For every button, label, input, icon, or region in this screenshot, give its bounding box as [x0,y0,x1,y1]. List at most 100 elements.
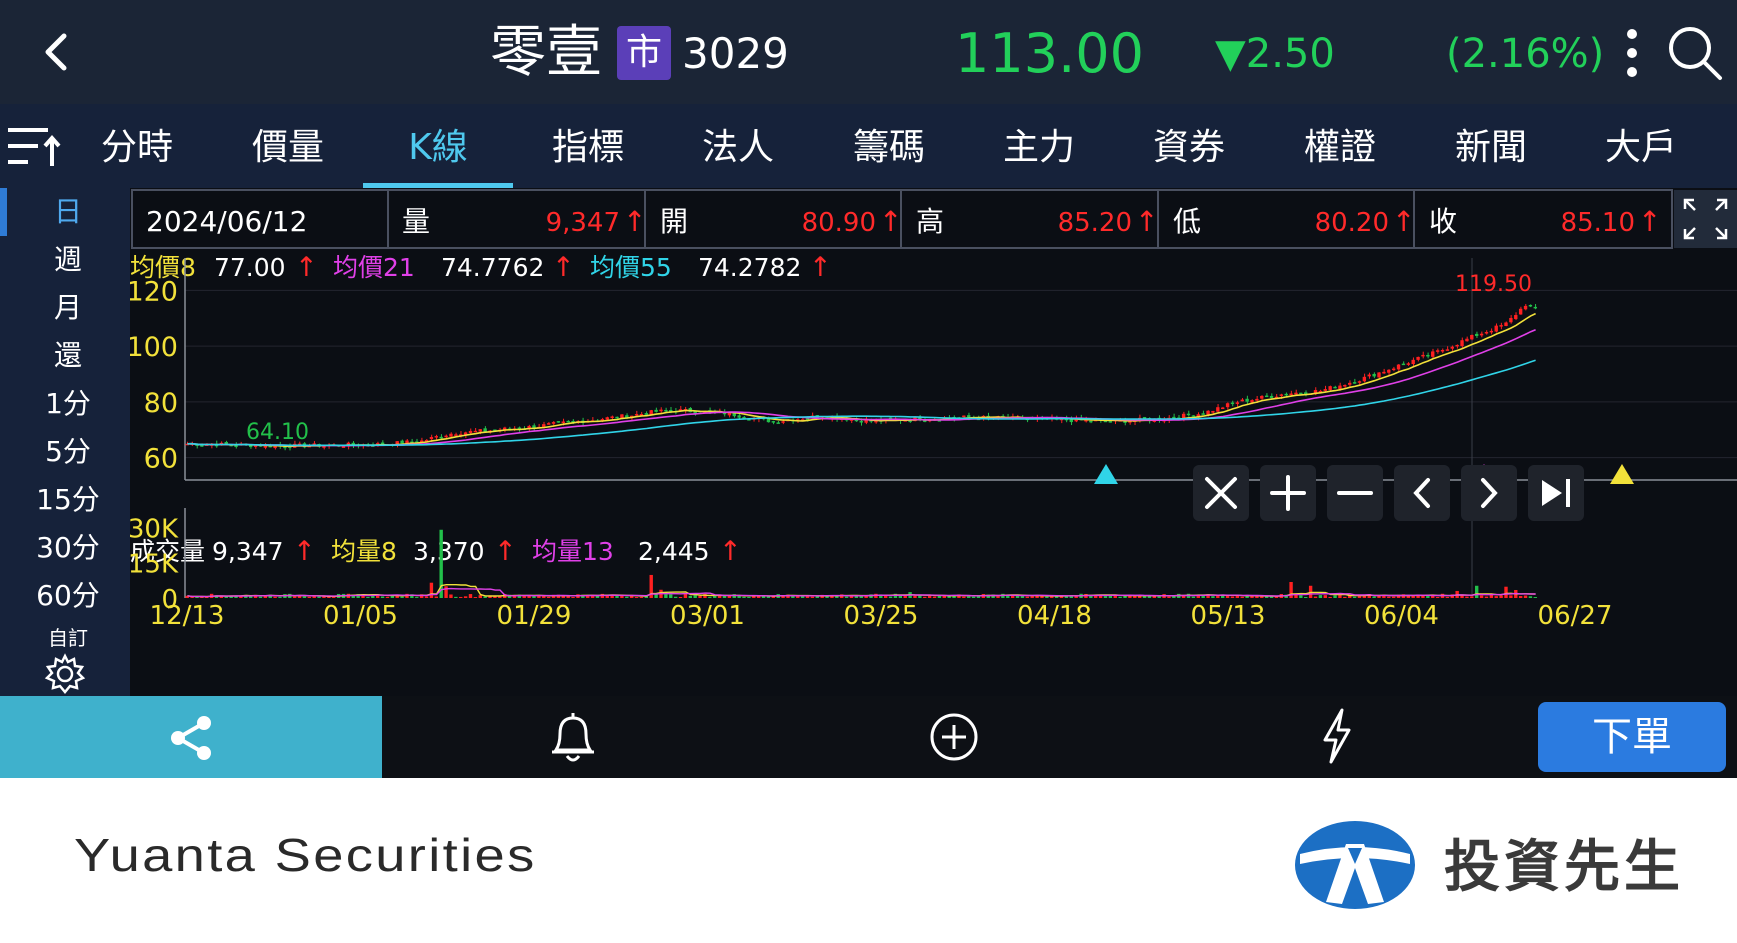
volume-bar [1133,595,1137,598]
volume-bar [1504,586,1508,598]
kline-chart-area[interactable]: 2024/06/12 量 9,347 ↑ 開 80.90 ↑ 高 85.20 ↑… [130,188,1737,696]
volume-bar [1152,596,1157,598]
tab-2[interactable]: K線 [363,104,513,188]
more-options-icon[interactable] [1622,26,1642,80]
volume-bar [1128,595,1132,598]
candle-body [776,422,780,424]
candle-body [1103,420,1108,423]
volume-bar [1045,596,1049,598]
tab-3[interactable]: 指標 [551,127,624,168]
chart-control-close-button[interactable] [1193,465,1249,521]
candle-body [1255,398,1259,401]
volume-bar [1348,594,1352,598]
chart-control-next-button[interactable] [1461,465,1517,521]
candle-body [1479,333,1484,336]
period-7[interactable]: 30分 [36,531,100,564]
volume-bar [1137,595,1142,598]
volume-bar [410,594,414,598]
volume-bar [537,595,541,598]
candle-body [967,415,971,418]
volume-bar [385,596,390,598]
chart-control-end-button[interactable] [1528,465,1584,521]
volume-bar [1216,595,1220,598]
period-custom[interactable]: 自訂 [48,626,88,650]
volume-bar [693,593,697,598]
candle-body [253,445,258,447]
candle-body [800,419,805,421]
tab-10[interactable]: 大戶 [1604,127,1677,168]
fullscreen-button[interactable] [1674,190,1737,248]
volume-bar [952,595,956,598]
tab-4[interactable]: 法人 [701,127,774,168]
vol-legend-value-2: 2,445 [638,537,710,566]
tab-0[interactable]: 分時 [100,127,173,168]
place-order-button[interactable]: 下單 [1538,702,1726,772]
volume-bar [1025,596,1030,598]
volume-bar [664,594,668,598]
candle-body [1201,413,1205,415]
candle-body [1396,364,1401,370]
volume-bar [590,594,595,598]
volume-bar [1435,596,1440,598]
bell-alert-icon[interactable] [548,710,598,764]
volume-bar [1416,594,1420,598]
ma-legend-label-1: 均價21 [333,253,415,282]
add-watchlist-icon[interactable] [929,712,979,762]
period-4[interactable]: 1分 [45,387,91,420]
lightning-icon[interactable] [1320,708,1354,764]
search-icon[interactable] [1666,24,1724,82]
candle-body [1318,390,1323,393]
ohlc-high-value: 85.20 [1058,208,1132,238]
tab-5[interactable]: 籌碼 [852,127,925,168]
period-2[interactable]: 月 [53,291,82,324]
candle-body [1206,410,1210,415]
tab-9[interactable]: 新聞 [1454,127,1527,168]
volume-bar [883,595,888,598]
chart-control-zoom-out-button[interactable] [1327,465,1383,521]
volume-bar [639,596,644,598]
candle-body [1382,371,1386,374]
candle-body [1230,402,1235,405]
volume-bar [903,595,907,598]
chart-control-zoom-in-button[interactable] [1260,465,1316,521]
period-8[interactable]: 60分 [36,579,100,612]
volume-bar [1475,585,1479,598]
volume-bar [644,595,649,598]
candle-body [400,440,404,444]
volume-bar [449,594,453,598]
volume-bar [527,595,531,598]
candle-body [742,417,746,419]
period-5[interactable]: 5分 [45,435,91,468]
volume-bar [927,595,932,598]
period-sidebar: 自訂 日週月還 1分 5分 15分 30分 60分 [0,188,130,696]
candle-body [1225,403,1230,408]
tab-7[interactable]: 資券 [1152,127,1225,168]
candle-body [1377,372,1381,378]
candle-body [415,441,419,443]
volume-bar [1191,596,1196,598]
candle-body [1274,396,1279,399]
candle-body [542,424,546,428]
chart-control-prev-button[interactable] [1394,465,1450,521]
volume-bar [1098,594,1103,598]
kline-chart[interactable]: 2024/06/12 量 9,347 ↑ 開 80.90 ↑ 高 85.20 ↑… [130,188,1737,696]
ohlc-volume-label: 量 [402,205,430,238]
chart-control-bg [1461,465,1517,521]
tab-1[interactable]: 價量 [251,127,324,168]
back-arrow-icon[interactable] [36,30,80,74]
menu-sort-icon[interactable] [6,124,62,170]
share-button[interactable] [0,696,382,778]
ohlc-open-label: 開 [660,205,688,238]
period-0[interactable]: 日 [53,195,82,228]
period-6[interactable]: 15分 [36,483,100,516]
gear-icon[interactable] [44,653,86,695]
candle-body [1279,394,1284,396]
period-3[interactable]: 還 [53,339,82,372]
tab-6[interactable]: 主力 [1002,127,1075,168]
volume-bar [923,596,927,598]
candle-body [1284,393,1288,396]
period-1[interactable]: 週 [53,243,82,276]
tab-8[interactable]: 權證 [1303,127,1376,168]
candle-body [1084,419,1088,422]
candle-body [1533,306,1537,309]
